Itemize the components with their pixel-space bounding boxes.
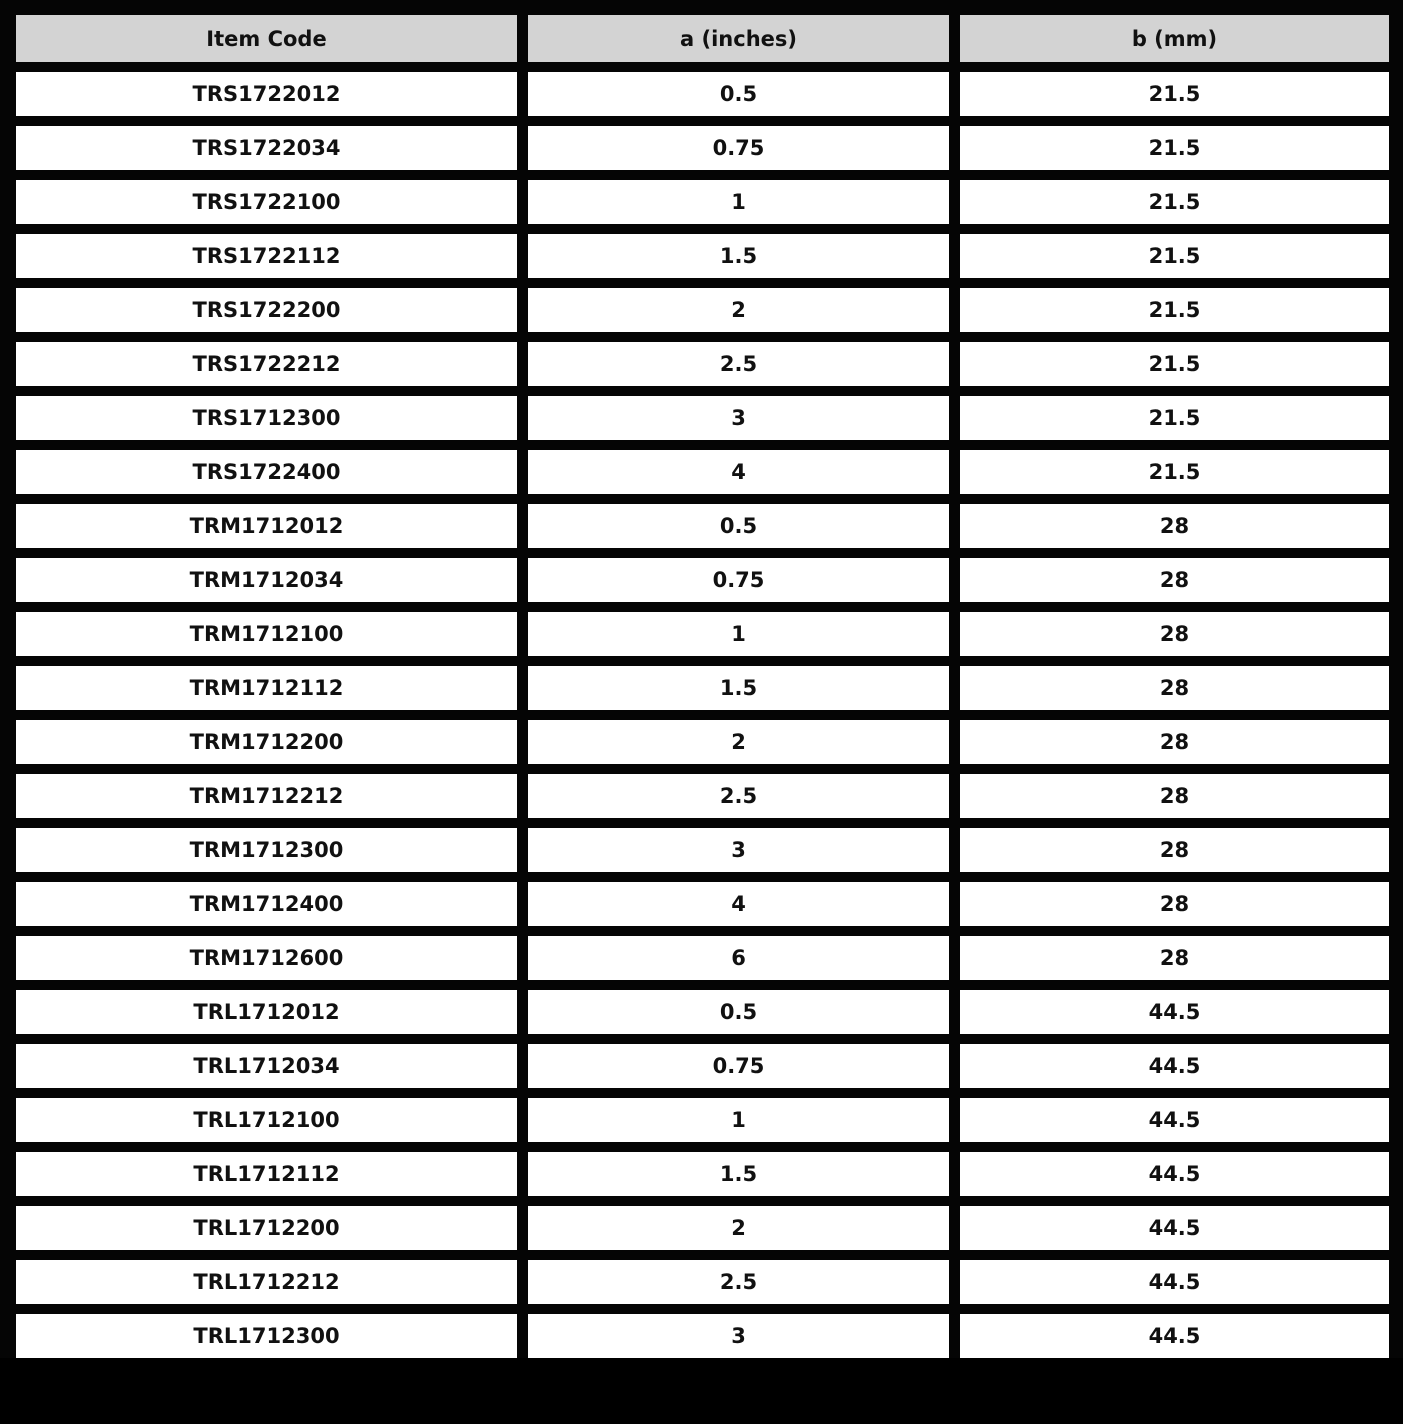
item-code-cell: TRM1712200 [16,720,517,764]
item-code-cell: TRM1712600 [16,936,517,980]
item-code-cell: TRM1712212 [16,774,517,818]
b-mm-cell: 28 [960,558,1389,602]
a-inches-cell: 3 [528,1314,949,1358]
a-inches-cell: 2.5 [528,1260,949,1304]
column-header-a-inches: a (inches) [528,15,949,62]
item-code-cell: TRM1712300 [16,828,517,872]
b-mm-cell: 21.5 [960,180,1389,224]
item-code-cell: TRL1712200 [16,1206,517,1250]
b-mm-cell: 28 [960,828,1389,872]
b-mm-cell: 44.5 [960,1260,1389,1304]
b-mm-cell: 28 [960,936,1389,980]
b-mm-cell: 44.5 [960,990,1389,1034]
a-inches-cell: 2 [528,720,949,764]
item-code-cell: TRL1712212 [16,1260,517,1304]
b-mm-cell: 44.5 [960,1206,1389,1250]
b-mm-cell: 21.5 [960,450,1389,494]
b-mm-cell: 44.5 [960,1098,1389,1142]
a-inches-cell: 3 [528,396,949,440]
a-inches-cell: 1 [528,1098,949,1142]
b-mm-cell: 21.5 [960,72,1389,116]
a-inches-cell: 0.75 [528,558,949,602]
a-inches-cell: 3 [528,828,949,872]
b-mm-cell: 44.5 [960,1044,1389,1088]
a-inches-cell: 0.5 [528,72,949,116]
b-mm-cell: 21.5 [960,288,1389,332]
b-mm-cell: 21.5 [960,342,1389,386]
a-inches-cell: 6 [528,936,949,980]
item-dimensions-table: Item Code a (inches) b (mm) TRS1722012 0.… [16,15,1389,1358]
a-inches-cell: 1.5 [528,1152,949,1196]
a-inches-cell: 0.75 [528,1044,949,1088]
item-code-cell: TRS1722034 [16,126,517,170]
item-code-cell: TRL1712112 [16,1152,517,1196]
column-header-b-mm: b (mm) [960,15,1389,62]
item-code-cell: TRS1722100 [16,180,517,224]
item-code-cell: TRS1722212 [16,342,517,386]
a-inches-cell: 0.75 [528,126,949,170]
b-mm-cell: 28 [960,504,1389,548]
b-mm-cell: 44.5 [960,1314,1389,1358]
b-mm-cell: 28 [960,774,1389,818]
b-mm-cell: 21.5 [960,234,1389,278]
item-code-cell: TRL1712300 [16,1314,517,1358]
b-mm-cell: 28 [960,612,1389,656]
a-inches-cell: 1.5 [528,666,949,710]
a-inches-cell: 1.5 [528,234,949,278]
a-inches-cell: 2.5 [528,342,949,386]
b-mm-cell: 28 [960,882,1389,926]
column-header-item-code: Item Code [16,15,517,62]
item-code-cell: TRS1722012 [16,72,517,116]
item-code-cell: TRM1712100 [16,612,517,656]
b-mm-cell: 21.5 [960,396,1389,440]
item-code-cell: TRL1712100 [16,1098,517,1142]
item-code-cell: TRS1722112 [16,234,517,278]
a-inches-cell: 0.5 [528,504,949,548]
a-inches-cell: 2 [528,1206,949,1250]
item-code-cell: TRM1712034 [16,558,517,602]
a-inches-cell: 0.5 [528,990,949,1034]
item-code-cell: TRS1722200 [16,288,517,332]
a-inches-cell: 1 [528,612,949,656]
b-mm-cell: 28 [960,720,1389,764]
a-inches-cell: 4 [528,882,949,926]
a-inches-cell: 4 [528,450,949,494]
b-mm-cell: 21.5 [960,126,1389,170]
item-code-cell: TRL1712012 [16,990,517,1034]
a-inches-cell: 1 [528,180,949,224]
item-code-cell: TRS1712300 [16,396,517,440]
item-code-cell: TRL1712034 [16,1044,517,1088]
b-mm-cell: 28 [960,666,1389,710]
a-inches-cell: 2.5 [528,774,949,818]
item-code-cell: TRM1712112 [16,666,517,710]
item-code-cell: TRM1712400 [16,882,517,926]
a-inches-cell: 2 [528,288,949,332]
item-code-cell: TRM1712012 [16,504,517,548]
b-mm-cell: 44.5 [960,1152,1389,1196]
item-code-cell: TRS1722400 [16,450,517,494]
